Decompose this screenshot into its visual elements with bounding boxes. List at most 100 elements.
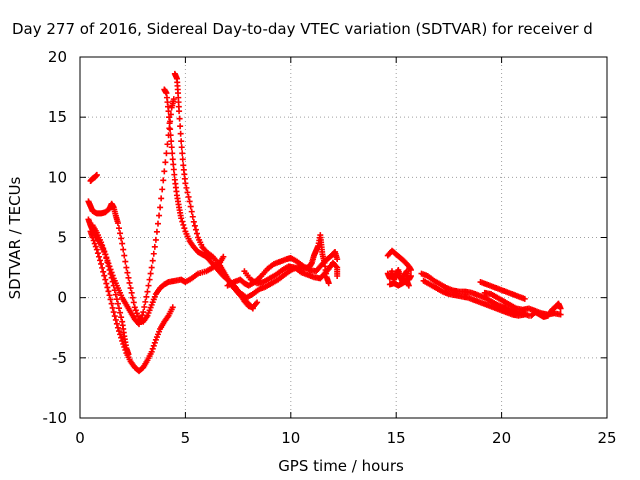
data-point: [521, 311, 528, 318]
data-point: [127, 285, 134, 292]
y-tick-label: 5: [57, 229, 67, 247]
data-point-interp: [112, 316, 119, 323]
data-point: [220, 253, 227, 260]
data-point-interp: [117, 331, 124, 338]
data-point: [148, 348, 155, 355]
data-point-interp: [192, 226, 199, 233]
data-point-interp: [163, 150, 170, 157]
data-point-interp: [113, 320, 120, 327]
data-point-interp: [104, 284, 111, 291]
series-18: [528, 300, 564, 320]
data-point-interp: [126, 279, 133, 286]
data-point: [114, 324, 121, 331]
data-point-interp: [142, 298, 149, 305]
data-point-interp: [118, 314, 125, 321]
data-point-interp: [145, 282, 152, 289]
data-point: [106, 292, 113, 299]
data-point: [123, 264, 130, 271]
series-4: [161, 86, 261, 311]
data-point-interp: [97, 257, 104, 264]
data-point-interp: [122, 258, 129, 265]
data-point: [254, 299, 261, 306]
data-point: [190, 218, 197, 225]
data-point-interp: [103, 280, 110, 287]
data-point: [325, 280, 332, 287]
data-point-interp: [150, 342, 157, 349]
data-point-interp: [191, 222, 198, 229]
data-series: [85, 70, 564, 375]
data-point-interp: [147, 270, 154, 277]
data-point: [165, 108, 172, 115]
data-point-interp: [90, 237, 97, 244]
series-2: [85, 198, 227, 325]
data-point-interp: [95, 253, 102, 260]
x-tick-label: 5: [181, 429, 191, 447]
data-point: [102, 251, 109, 258]
data-point-interp: [170, 161, 177, 168]
data-point-interp: [151, 243, 158, 250]
data-point: [119, 240, 126, 247]
data-point-interp: [187, 203, 194, 210]
data-point-interp: [91, 240, 98, 247]
data-point-interp: [104, 259, 111, 266]
data-point: [106, 266, 113, 273]
data-point-interp: [179, 156, 186, 163]
data-point-interp: [108, 300, 115, 307]
series-15: [420, 277, 528, 319]
data-point-interp: [158, 195, 165, 202]
data-point-interp: [180, 221, 187, 228]
series-5: [171, 70, 256, 312]
data-point-interp: [141, 303, 148, 310]
data-point: [110, 282, 117, 289]
data-point-interp: [99, 242, 106, 249]
series-7: [89, 222, 132, 358]
data-point-interp: [132, 307, 139, 314]
data-point-interp: [179, 150, 186, 157]
data-point: [157, 204, 164, 211]
data-point-interp: [94, 250, 101, 257]
data-point: [176, 108, 183, 115]
data-point-interp: [159, 186, 166, 193]
data-point-interp: [108, 274, 115, 281]
data-point-interp: [130, 299, 137, 306]
data-point-interp: [115, 305, 122, 312]
data-point-interp: [100, 245, 107, 252]
data-point-interp: [154, 220, 161, 227]
data-point: [169, 156, 176, 163]
data-point: [521, 295, 528, 302]
data-point-interp: [105, 263, 112, 270]
data-point-interp: [150, 250, 157, 257]
data-point: [114, 220, 121, 227]
y-tick-label: -5: [52, 349, 67, 367]
data-point-interp: [112, 291, 119, 298]
data-point: [557, 305, 564, 312]
data-point: [167, 132, 174, 139]
y-tick-label: 0: [57, 289, 67, 307]
data-point-interp: [189, 213, 196, 220]
data-point: [407, 273, 414, 280]
plot-frame: [79, 56, 608, 419]
data-point-interp: [139, 312, 146, 319]
data-point-interp: [101, 248, 108, 255]
data-point-interp: [169, 150, 176, 157]
data-point: [334, 273, 341, 280]
data-point-interp: [143, 293, 150, 300]
data-point: [89, 234, 96, 241]
data-point: [110, 309, 117, 316]
data-point-interp: [113, 296, 120, 303]
data-point-interp: [109, 304, 116, 311]
data-point: [125, 351, 132, 358]
data-point-interp: [115, 328, 122, 335]
data-point-interp: [176, 115, 183, 122]
data-point-interp: [164, 141, 171, 148]
data-point: [557, 311, 564, 318]
data-point-interp: [178, 144, 185, 151]
data-point-interp: [170, 166, 177, 173]
series-16: [477, 279, 528, 302]
data-point-interp: [179, 218, 186, 225]
data-point: [249, 305, 256, 312]
data-point-interp: [99, 264, 106, 271]
data-point-interp: [118, 235, 125, 242]
data-point: [178, 215, 185, 222]
